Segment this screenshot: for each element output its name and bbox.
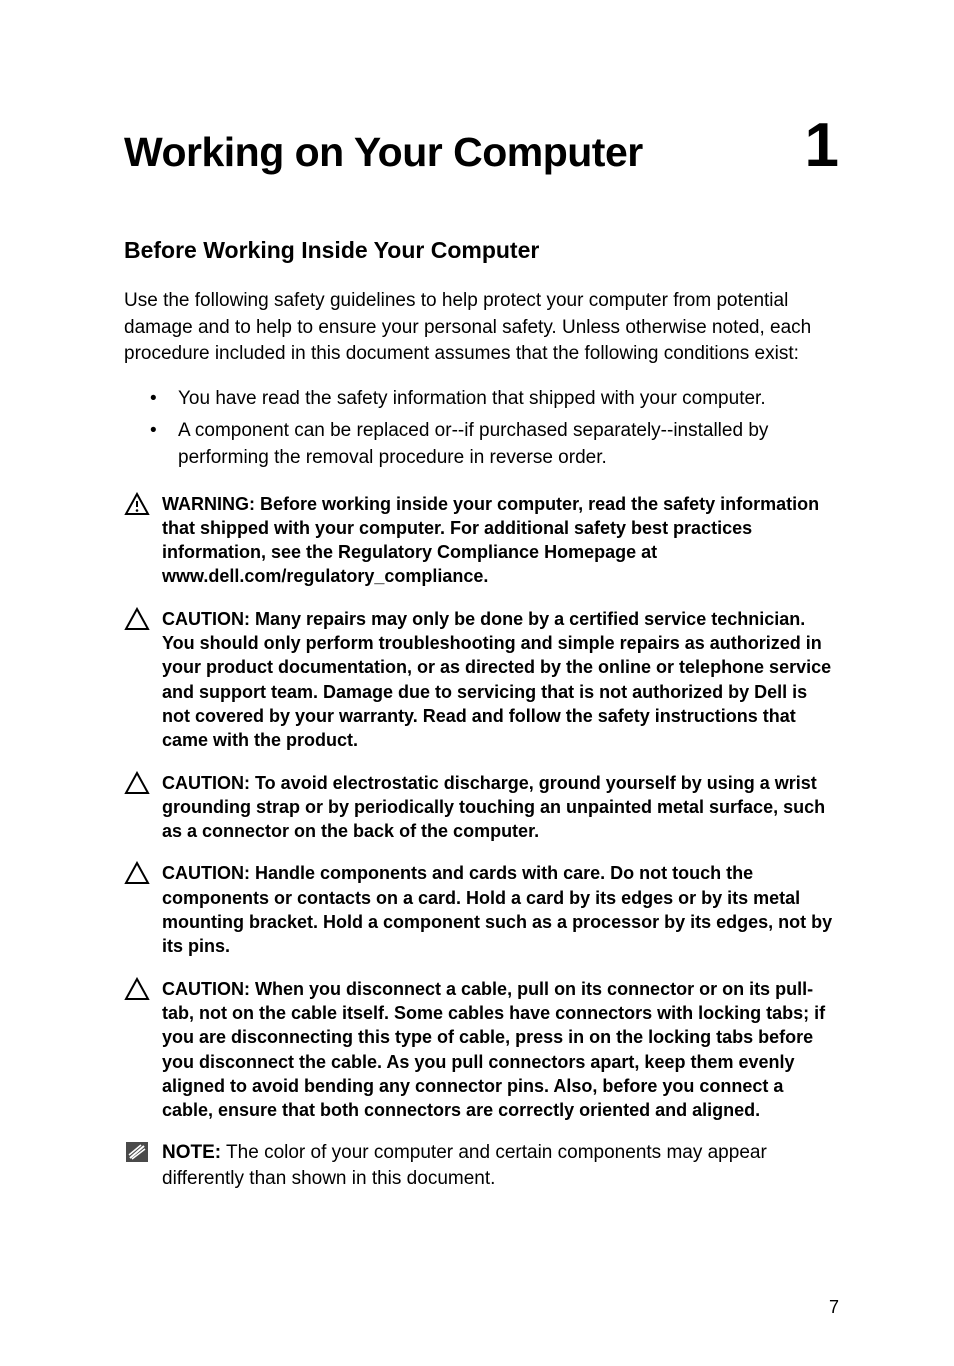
note-notice: NOTE: The color of your computer and cer… xyxy=(124,1140,839,1191)
note-icon xyxy=(124,1140,150,1164)
caution-notice: CAUTION: Many repairs may only be done b… xyxy=(124,607,839,753)
caution-icon xyxy=(124,861,150,885)
caution-label: CAUTION: xyxy=(162,609,250,629)
note-label: NOTE: xyxy=(162,1142,221,1163)
note-body: The color of your computer and certain c… xyxy=(162,1142,767,1189)
caution-body: When you disconnect a cable, pull on its… xyxy=(162,979,825,1120)
caution-text: CAUTION: Handle components and cards wit… xyxy=(162,861,839,958)
warning-body: Before working inside your computer, rea… xyxy=(162,494,819,587)
caution-text: CAUTION: Many repairs may only be done b… xyxy=(162,607,839,753)
caution-body: To avoid electrostatic discharge, ground… xyxy=(162,773,825,842)
caution-label: CAUTION: xyxy=(162,863,250,883)
caution-icon xyxy=(124,771,150,795)
conditions-list: You have read the safety information tha… xyxy=(124,386,839,472)
caution-notice: CAUTION: To avoid electrostatic discharg… xyxy=(124,771,839,844)
caution-label: CAUTION: xyxy=(162,979,250,999)
caution-text: CAUTION: To avoid electrostatic discharg… xyxy=(162,771,839,844)
warning-label: WARNING: xyxy=(162,494,255,514)
warning-icon xyxy=(124,492,150,516)
intro-paragraph: Use the following safety guidelines to h… xyxy=(124,288,839,368)
caution-text: CAUTION: When you disconnect a cable, pu… xyxy=(162,977,839,1123)
caution-label: CAUTION: xyxy=(162,773,250,793)
caution-notice: CAUTION: When you disconnect a cable, pu… xyxy=(124,977,839,1123)
list-item: You have read the safety information tha… xyxy=(150,386,839,413)
caution-body: Handle components and cards with care. D… xyxy=(162,863,832,956)
list-item: A component can be replaced or--if purch… xyxy=(150,418,839,471)
page-number: 7 xyxy=(829,1297,839,1318)
note-text: NOTE: The color of your computer and cer… xyxy=(162,1140,839,1191)
chapter-title: Working on Your Computer xyxy=(124,129,643,176)
caution-icon xyxy=(124,977,150,1001)
caution-body: Many repairs may only be done by a certi… xyxy=(162,609,831,750)
warning-notice: WARNING: Before working inside your comp… xyxy=(124,492,839,589)
section-title: Before Working Inside Your Computer xyxy=(124,237,839,264)
warning-text: WARNING: Before working inside your comp… xyxy=(162,492,839,589)
chapter-header: Working on Your Computer 1 xyxy=(124,115,839,177)
document-page: Working on Your Computer 1 Before Workin… xyxy=(0,0,954,1250)
caution-notice: CAUTION: Handle components and cards wit… xyxy=(124,861,839,958)
caution-icon xyxy=(124,607,150,631)
chapter-number: 1 xyxy=(805,115,839,177)
